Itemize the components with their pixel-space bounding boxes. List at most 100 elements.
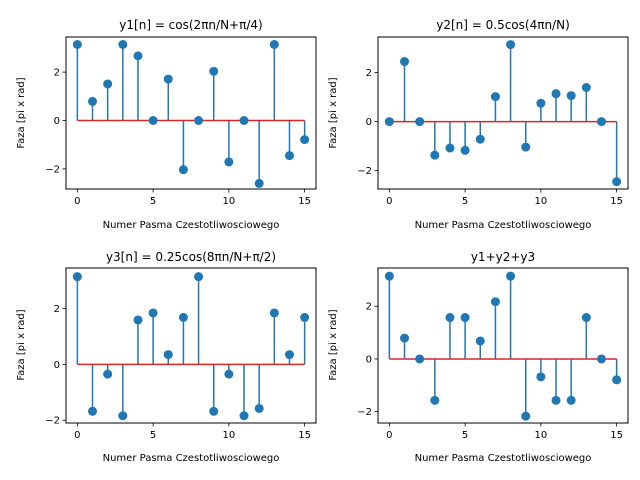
x-tick-label: 5 <box>150 430 156 441</box>
stem-marker <box>209 66 219 76</box>
stem-marker <box>239 411 249 421</box>
stem-marker <box>566 91 576 101</box>
stem-marker <box>596 354 606 364</box>
stem-marker <box>269 40 279 50</box>
stem-marker <box>103 79 113 89</box>
stem-marker <box>536 372 546 382</box>
x-tick-label: 15 <box>610 196 623 207</box>
stem-marker <box>566 395 576 405</box>
stem-marker <box>72 272 82 282</box>
stem-marker <box>581 313 591 323</box>
stem-marker <box>300 312 310 322</box>
stem-marker <box>284 350 294 360</box>
stem-marker <box>72 40 82 50</box>
y-axis-label: Faza [pi x rad] <box>328 309 339 380</box>
stem-marker <box>284 151 294 161</box>
x-tick-label: 0 <box>74 430 80 441</box>
y-axis-label: Faza [pi x rad] <box>16 77 27 148</box>
x-tick-label: 15 <box>298 196 311 207</box>
plot-area <box>384 40 622 187</box>
stem-marker <box>612 375 622 385</box>
chart-title: y3[n] = 0.25cos(8πn/N+π/2) <box>106 250 276 264</box>
stem-marker <box>430 395 440 405</box>
chart-title: y1+y2+y3 <box>471 250 535 264</box>
x-tick-label: 15 <box>298 430 311 441</box>
x-axis-label: Numer Pasma Czestotliwosciowego <box>415 220 592 231</box>
y-tick-label: 0 <box>54 116 60 127</box>
stem-marker <box>415 117 425 127</box>
y-tick-label: −2 <box>45 416 60 427</box>
y-tick-label: 2 <box>54 68 60 79</box>
stem-marker <box>612 177 622 187</box>
stem-marker <box>475 134 485 144</box>
stem-marker <box>415 354 425 364</box>
x-tick-label: 0 <box>386 430 392 441</box>
stem-marker <box>551 395 561 405</box>
stem-marker <box>254 178 264 188</box>
stem-marker <box>581 83 591 93</box>
x-tick-label: 10 <box>535 196 548 207</box>
stem-marker <box>460 145 470 155</box>
x-tick-label: 5 <box>462 196 468 207</box>
y-tick-label: −2 <box>357 407 372 418</box>
x-tick-label: 0 <box>386 196 392 207</box>
stem-marker <box>521 411 531 421</box>
chart-title: y2[n] = 0.5cos(4πn/N) <box>436 18 570 32</box>
stem-marker <box>133 51 143 61</box>
y-tick-label: 0 <box>54 360 60 371</box>
y-tick-label: 0 <box>366 117 372 128</box>
stem-marker <box>148 116 158 126</box>
x-tick-label: 10 <box>223 430 236 441</box>
y-tick-label: 2 <box>54 304 60 315</box>
plot-area <box>72 40 310 188</box>
x-tick-label: 10 <box>535 430 548 441</box>
stem-marker <box>400 333 410 343</box>
stem-marker <box>445 313 455 323</box>
axes-frame <box>65 267 317 424</box>
stem-marker <box>506 40 516 50</box>
subplot-3: y3[n] = 0.25cos(8πn/N+π/2) Numer Pasma C… <box>16 250 317 464</box>
stem-marker <box>445 143 455 153</box>
x-tick-label: 5 <box>462 430 468 441</box>
stem-marker <box>88 406 98 416</box>
stem-marker <box>521 142 531 152</box>
subplot-2: y2[n] = 0.5cos(4πn/N) Numer Pasma Czesto… <box>328 18 629 231</box>
stem-marker <box>239 116 249 126</box>
stem-marker <box>490 297 500 307</box>
axes-frame <box>377 36 629 190</box>
x-axis-label: Numer Pasma Czestotliwosciowego <box>415 453 592 464</box>
x-tick-label: 0 <box>74 196 80 207</box>
stem-marker <box>460 313 470 323</box>
stem-marker <box>209 406 219 416</box>
axes-frame <box>65 36 317 190</box>
stem-marker <box>178 165 188 175</box>
plot-area <box>384 271 622 421</box>
y-tick-label: 0 <box>366 354 372 365</box>
stem-marker <box>103 369 113 379</box>
y-tick-label: −2 <box>45 164 60 175</box>
y-tick-label: 2 <box>366 68 372 79</box>
stem-marker <box>254 403 264 413</box>
x-tick-label: 5 <box>150 196 156 207</box>
stem-marker <box>551 89 561 99</box>
axes-frame <box>377 267 629 424</box>
x-axis-label: Numer Pasma Czestotliwosciowego <box>103 220 280 231</box>
y-tick-label: −2 <box>357 166 372 177</box>
x-tick-label: 15 <box>610 430 623 441</box>
stem-marker <box>300 135 310 145</box>
stem-marker <box>133 315 143 325</box>
stem-marker <box>118 411 128 421</box>
x-axis-label: Numer Pasma Czestotliwosciowego <box>103 453 280 464</box>
stem-marker <box>148 308 158 318</box>
plot-area <box>72 272 310 421</box>
stem-marker <box>384 117 394 127</box>
stem-marker <box>178 312 188 322</box>
stem-marker <box>506 271 516 281</box>
stem-marker <box>596 117 606 127</box>
chart-title: y1[n] = cos(2πn/N+π/4) <box>119 18 262 32</box>
stem-marker <box>224 369 234 379</box>
stem-marker <box>194 116 204 126</box>
stem-marker <box>88 96 98 106</box>
y-tick-label: 2 <box>366 302 372 313</box>
